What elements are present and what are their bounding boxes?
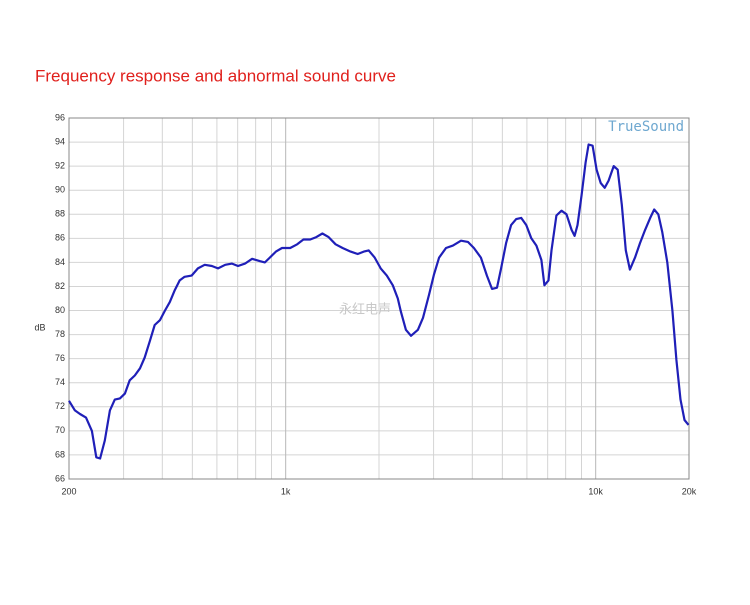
response-line <box>68 143 690 460</box>
y-tick-label: 92 <box>55 161 65 171</box>
y-tick-label: 70 <box>55 425 65 435</box>
watermark: 永红电声 <box>339 301 391 316</box>
y-tick-label: 96 <box>55 112 65 122</box>
y-tick-label: 76 <box>55 353 65 363</box>
x-tick-label: 10k <box>588 486 603 496</box>
y-tick-label: 86 <box>55 233 65 243</box>
plot-frame <box>68 117 690 480</box>
y-tick-label: 94 <box>55 136 65 146</box>
y-tick-label: 90 <box>55 185 65 195</box>
x-tick-label: 200 <box>61 486 76 496</box>
x-tick-label: 20k <box>682 486 697 496</box>
y-tick-label: 84 <box>55 257 65 267</box>
watermark: TrueSound <box>608 119 684 135</box>
y-tick-label: 66 <box>55 473 65 483</box>
chart-title: Frequency response and abnormal sound cu… <box>35 66 396 85</box>
y-tick-label: 78 <box>55 329 65 339</box>
y-tick-label: 68 <box>55 449 65 459</box>
y-axis-label: dB <box>34 322 45 332</box>
y-tick-label: 74 <box>55 377 65 387</box>
x-tick-label: 1k <box>281 486 291 496</box>
y-tick-label: 72 <box>55 401 65 411</box>
y-tick-label: 88 <box>55 209 65 219</box>
y-tick-label: 80 <box>55 305 65 315</box>
y-tick-label: 82 <box>55 281 65 291</box>
